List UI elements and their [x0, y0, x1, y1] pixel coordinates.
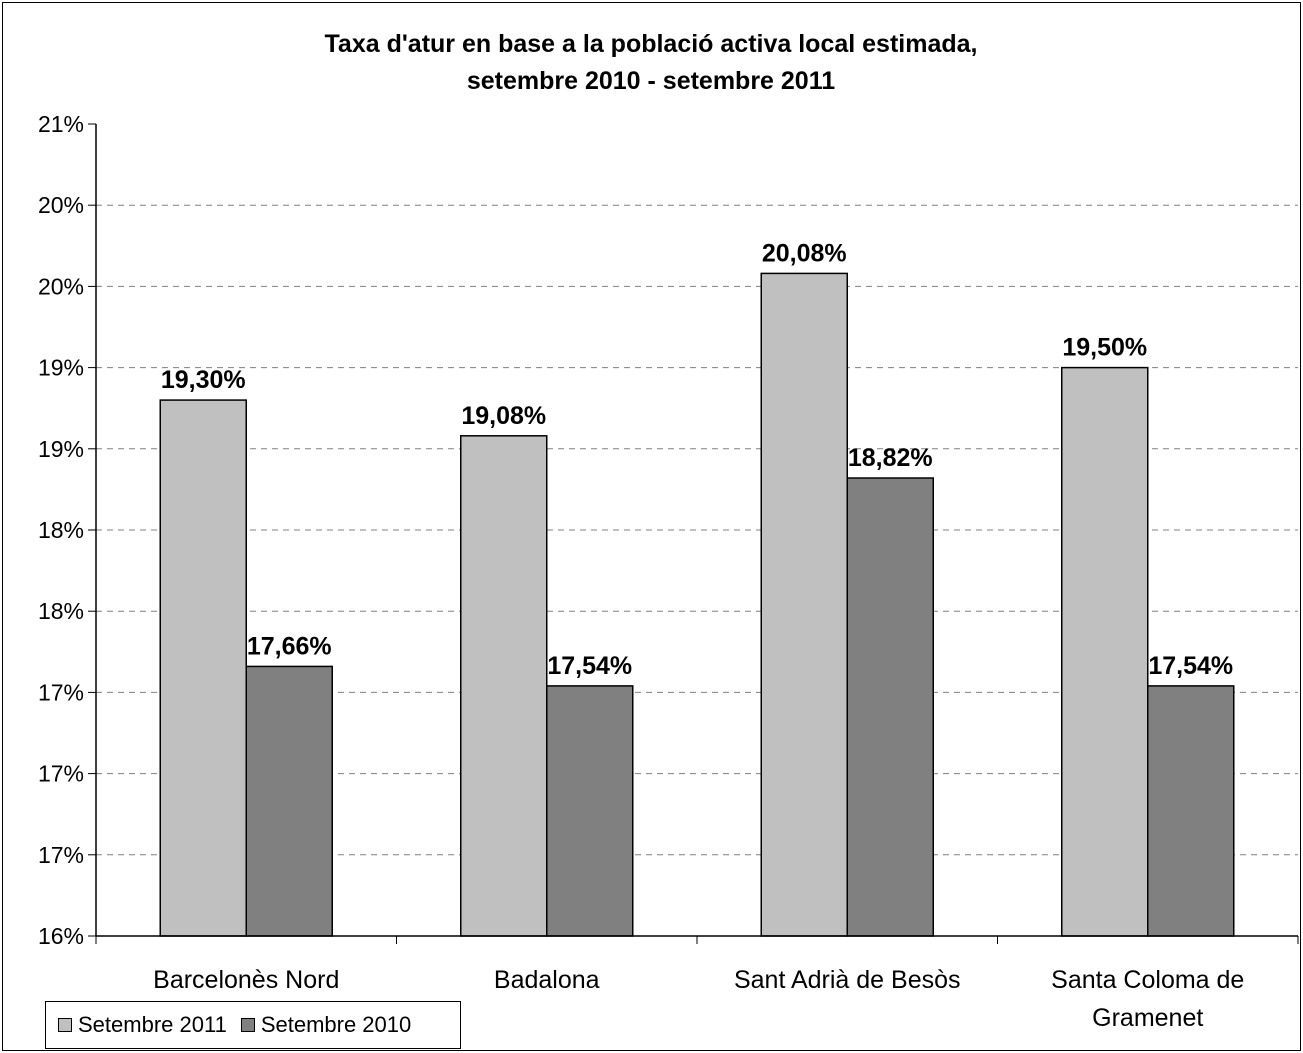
x-axis-tick-labels: Barcelonès Nord Badalona Sant Adrià de Bes… [153, 966, 1244, 1032]
legend: Setembre 2011 Setembre 2010 [45, 1001, 461, 1049]
y-tick-label: 21% [38, 111, 84, 137]
data-label: 18,82% [848, 444, 933, 472]
x-tick-label: Badalona [494, 966, 600, 994]
bar-series-2 [245, 665, 333, 937]
y-axis-tick-labels: 16% 17% 17% 17% 18% 18% 19% 19% 20% 20% 21% [38, 111, 84, 949]
y-tick-label: 18% [38, 598, 84, 624]
bars [159, 272, 1235, 937]
bar-series-1 [1061, 366, 1149, 937]
y-tick-label: 17% [38, 761, 84, 787]
chart-title: Taxa d'atur en base a la població activa… [325, 30, 978, 58]
x-tick-label: Sant Adrià de Besòs [734, 966, 961, 994]
legend-item-series-2: Setembre 2010 [240, 1012, 412, 1038]
axes [88, 123, 1299, 944]
y-tick-label: 20% [38, 273, 84, 299]
chart-subtitle: setembre 2010 - setembre 2011 [467, 67, 835, 95]
data-label: 17,54% [1148, 652, 1233, 680]
x-tick-label: Barcelonès Nord [153, 966, 339, 994]
y-tick-label: 18% [38, 517, 84, 543]
data-label: 17,54% [547, 652, 632, 680]
y-tick-label: 17% [38, 842, 84, 868]
x-tick-label: Gramenet [1092, 1004, 1203, 1032]
bar-series-1 [760, 272, 848, 937]
data-label: 19,08% [461, 402, 546, 430]
y-tick-label: 19% [38, 355, 84, 381]
data-label: 19,30% [161, 366, 246, 394]
data-label: 20,08% [762, 239, 847, 267]
x-tick-label: Santa Coloma de [1051, 966, 1244, 994]
legend-swatch-series-1 [58, 1018, 72, 1032]
bar-series-2 [1147, 685, 1235, 937]
data-labels: 19,30% 17,66% 19,08% 17,54% 20,08% 18,82% 19,5… [161, 239, 1233, 679]
bar-series-1 [460, 435, 548, 937]
y-tick-label: 20% [38, 192, 84, 218]
legend-swatch-series-2 [240, 1018, 255, 1032]
bar-series-2 [546, 685, 634, 937]
data-label: 17,66% [247, 632, 332, 660]
legend-label-series-2: Setembre 2010 [260, 1012, 412, 1037]
data-label: 19,50% [1062, 334, 1147, 362]
bar-series-1 [159, 399, 247, 937]
bar-series-2 [846, 477, 934, 937]
y-tick-label: 19% [38, 436, 84, 462]
legend-label-series-1: Setembre 2011 [78, 1012, 227, 1037]
y-tick-label: 16% [38, 923, 84, 949]
legend-item-series-1: Setembre 2011 [58, 1012, 227, 1038]
y-tick-label: 17% [38, 679, 84, 705]
